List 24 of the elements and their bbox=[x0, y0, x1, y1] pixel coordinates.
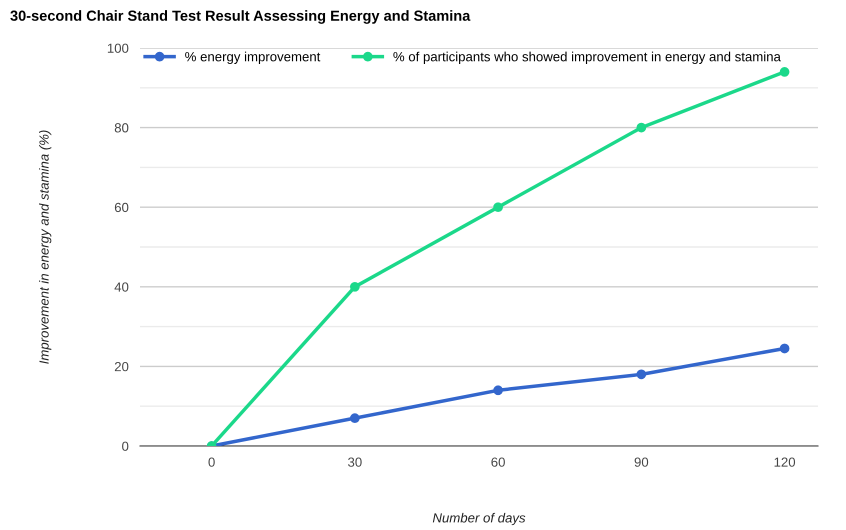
y-tick-label: 100 bbox=[108, 44, 128, 53]
x-axis-title: Number of days bbox=[432, 512, 526, 526]
x-tick-label: 30 bbox=[348, 457, 362, 467]
y-tick-label: 60 bbox=[114, 202, 128, 212]
x-tick-label: 0 bbox=[208, 457, 215, 467]
point bbox=[350, 282, 360, 292]
y-tick-label: 80 bbox=[114, 123, 128, 133]
point bbox=[493, 202, 503, 212]
x-tick-label: 120 bbox=[774, 457, 796, 467]
point bbox=[350, 413, 360, 423]
point bbox=[780, 67, 790, 77]
point bbox=[780, 344, 790, 354]
y-tick-label: 0 bbox=[122, 442, 128, 451]
point bbox=[493, 385, 503, 396]
point bbox=[636, 122, 646, 132]
legend-label: % energy improvement bbox=[185, 52, 320, 64]
legend-label: % of participants who showed improvement in energy and stamina bbox=[393, 52, 781, 64]
x-tick-label: 90 bbox=[634, 457, 648, 467]
y-tick-label: 40 bbox=[114, 282, 128, 292]
y-axis-title: Improvement in energy and stamina (%) bbox=[39, 130, 52, 364]
x-tick-label: 60 bbox=[491, 457, 505, 467]
chart-title: 30-second Chair Stand Test Result Assessing Energy and Stamina bbox=[10, 10, 470, 24]
y-tick-label: 20 bbox=[114, 362, 128, 372]
point bbox=[636, 370, 646, 380]
